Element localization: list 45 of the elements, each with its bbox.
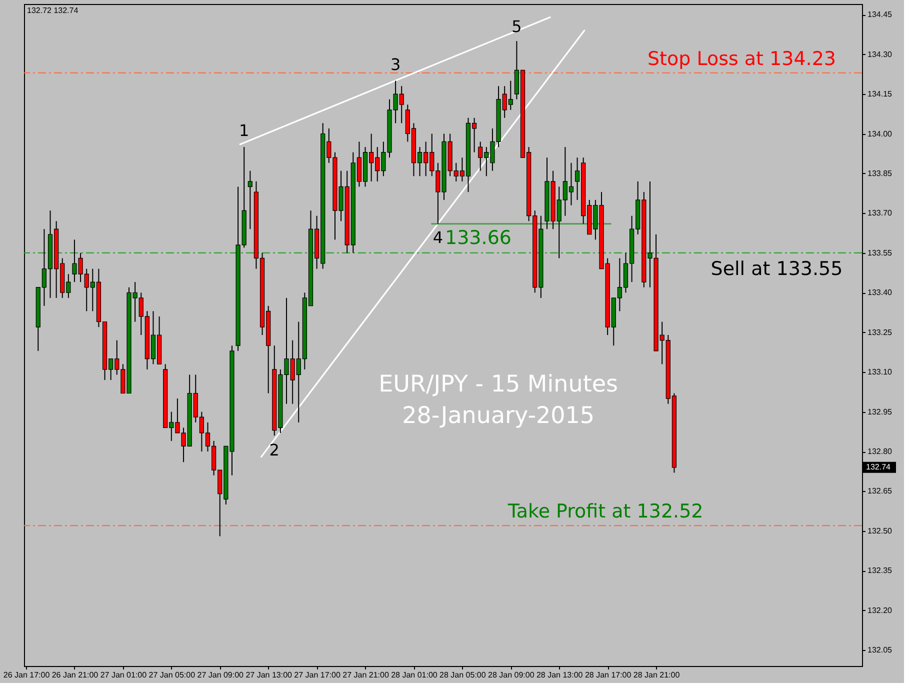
x-tick-label: 27 Jan 13:00 xyxy=(246,670,293,680)
x-tick-label: 28 Jan 05:00 xyxy=(440,670,486,680)
y-tick-label: 132.80 xyxy=(868,447,893,456)
y-tick-label: 132.05 xyxy=(868,646,893,655)
text: EUR/JPY - 15 Minutes xyxy=(378,372,618,398)
x-tick-label: 27 Jan 01:00 xyxy=(100,670,148,680)
y-tick-label: 133.25 xyxy=(868,328,893,337)
candlestick xyxy=(248,170,252,230)
y-tick-label: 134.45 xyxy=(868,10,893,20)
x-tick-label: 28 Jan 09:00 xyxy=(488,670,535,680)
y-tick-label: 134.15 xyxy=(868,90,893,99)
y-tick-label: 133.10 xyxy=(868,368,893,377)
y-tick-label: 133.85 xyxy=(868,168,893,178)
y-tick-label: 133.70 xyxy=(868,208,893,218)
annotation: 2 xyxy=(269,440,280,460)
x-tick-label: 28 Jan 01:00 xyxy=(391,670,438,680)
annotation: 132.72 132.74 xyxy=(27,6,79,15)
x-tick-label: 27 Jan 21:00 xyxy=(342,670,390,680)
y-tick-label: 132.95 xyxy=(868,407,893,416)
annotation: 3 xyxy=(390,54,401,74)
x-tick-label: 26 Jan 21:00 xyxy=(52,670,99,680)
ref-line-label: Stop Loss at 134.23 xyxy=(647,48,836,70)
y-tick-label: 132.35 xyxy=(868,566,893,576)
y-tick-label: 132.20 xyxy=(868,606,893,615)
text: 132.74 xyxy=(866,462,892,472)
y-tick-label: 134.00 xyxy=(868,129,893,138)
y-tick-label: 132.65 xyxy=(868,486,893,496)
ref-line-label: Take Profit at 132.52 xyxy=(506,500,704,523)
y-tick-label: 132.50 xyxy=(868,526,893,536)
x-tick-label: 28 Jan 21:00 xyxy=(633,670,680,680)
ref-line-label: Sell at 133.55 xyxy=(710,258,843,280)
annotation: 133.66 xyxy=(445,226,512,249)
x-tick-label: 27 Jan 17:00 xyxy=(294,670,341,680)
annotation: 4 xyxy=(432,228,444,247)
y-tick-label: 133.55 xyxy=(868,248,893,258)
text: 28-January-2015 xyxy=(402,402,595,429)
x-tick-label: 28 Jan 13:00 xyxy=(536,670,584,680)
y-tick-label: 133.40 xyxy=(868,288,893,298)
x-tick-label: 28 Jan 17:00 xyxy=(584,670,632,680)
x-tick-label: 27 Jan 05:00 xyxy=(148,670,196,680)
annotation: 1 xyxy=(239,120,250,140)
y-tick-label: 134.30 xyxy=(868,50,893,59)
x-tick-label: 27 Jan 09:00 xyxy=(197,670,244,680)
x-tick-label: 26 Jan 17:00 xyxy=(3,670,50,680)
annotation: 5 xyxy=(512,17,522,36)
